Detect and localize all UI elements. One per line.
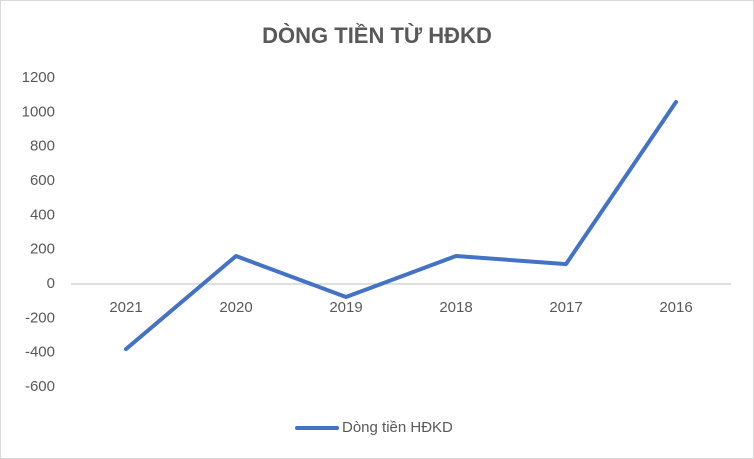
y-tick-label: -200: [25, 309, 55, 326]
y-tick-label: 200: [30, 241, 55, 258]
y-tick-label: 400: [30, 206, 55, 223]
x-tick-label: 2018: [439, 299, 472, 316]
data-line: [124, 100, 678, 352]
chart-title: DÒNG TIỀN TỪ HĐKD: [262, 23, 492, 48]
y-tick-label: 1200: [22, 69, 55, 86]
legend-label: Dòng tiền HĐKD: [342, 419, 453, 436]
y-tick-label: 800: [30, 138, 55, 155]
y-tick-label: -600: [25, 378, 55, 395]
x-tick-label: 2020: [219, 299, 252, 316]
x-tick-label: 2021: [109, 299, 142, 316]
y-tick-label: -400: [25, 344, 55, 361]
x-tick-label: 2019: [329, 299, 362, 316]
x-tick-label: 2016: [659, 299, 692, 316]
y-tick-label: 1000: [22, 103, 55, 120]
y-tick-label: 600: [30, 172, 55, 189]
y-tick-label: 0: [47, 275, 55, 292]
x-tick-label: 2017: [549, 299, 582, 316]
